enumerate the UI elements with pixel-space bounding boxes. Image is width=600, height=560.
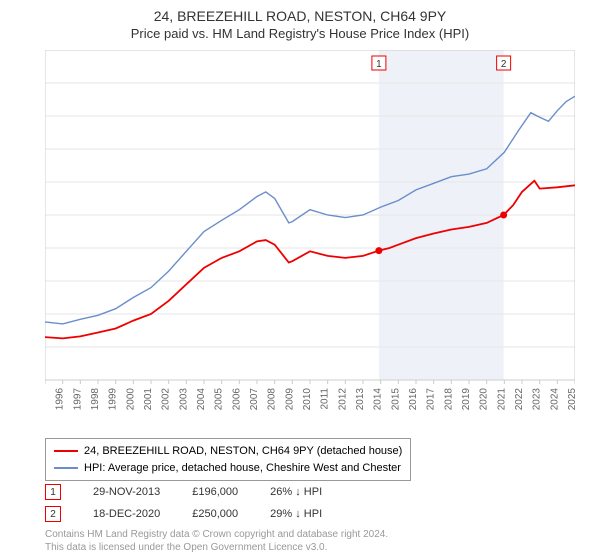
legend-label: HPI: Average price, detached house, Ches… xyxy=(84,460,401,477)
page-title: 24, BREEZEHILL ROAD, NESTON, CH64 9PY xyxy=(0,0,600,24)
svg-text:1997: 1997 xyxy=(72,388,83,411)
svg-text:2000: 2000 xyxy=(125,388,136,411)
sale-date: 18-DEC-2020 xyxy=(93,508,160,520)
svg-text:2004: 2004 xyxy=(196,388,207,411)
svg-text:2015: 2015 xyxy=(390,388,401,411)
svg-text:2020: 2020 xyxy=(479,388,490,411)
svg-text:2021: 2021 xyxy=(496,388,507,411)
svg-text:2014: 2014 xyxy=(373,388,384,411)
credits: Contains HM Land Registry data © Crown c… xyxy=(45,528,388,554)
svg-text:1999: 1999 xyxy=(108,388,119,411)
svg-text:2013: 2013 xyxy=(355,388,366,411)
page-subtitle: Price paid vs. HM Land Registry's House … xyxy=(0,24,600,41)
svg-text:2: 2 xyxy=(501,59,507,70)
sale-row: 1 29-NOV-2013 £196,000 26% ↓ HPI xyxy=(45,484,322,500)
legend-swatch xyxy=(54,467,78,469)
svg-text:1: 1 xyxy=(376,59,382,70)
legend-swatch xyxy=(54,450,78,452)
svg-text:2002: 2002 xyxy=(161,388,172,411)
svg-text:2022: 2022 xyxy=(514,388,525,411)
svg-text:2007: 2007 xyxy=(249,388,260,411)
svg-text:2025: 2025 xyxy=(567,388,575,411)
sale-price: £196,000 xyxy=(192,486,238,498)
svg-text:2012: 2012 xyxy=(337,388,348,411)
sale-marker-icon: 2 xyxy=(45,506,61,522)
svg-text:2023: 2023 xyxy=(532,388,543,411)
svg-text:2010: 2010 xyxy=(302,388,313,411)
svg-text:2017: 2017 xyxy=(426,388,437,411)
svg-text:2003: 2003 xyxy=(178,388,189,411)
sale-diff: 26% ↓ HPI xyxy=(270,486,322,498)
sale-row: 2 18-DEC-2020 £250,000 29% ↓ HPI xyxy=(45,506,322,522)
svg-text:2009: 2009 xyxy=(284,388,295,411)
credits-line: This data is licensed under the Open Gov… xyxy=(45,541,388,554)
sale-price: £250,000 xyxy=(192,508,238,520)
svg-text:2011: 2011 xyxy=(320,388,331,410)
svg-text:2001: 2001 xyxy=(143,388,154,411)
svg-text:2019: 2019 xyxy=(461,388,472,411)
svg-text:2024: 2024 xyxy=(549,388,560,411)
svg-text:2006: 2006 xyxy=(231,388,242,411)
sale-date: 29-NOV-2013 xyxy=(93,486,160,498)
sale-diff: 29% ↓ HPI xyxy=(270,508,322,520)
svg-text:2005: 2005 xyxy=(214,388,225,411)
svg-text:2018: 2018 xyxy=(443,388,454,411)
legend-label: 24, BREEZEHILL ROAD, NESTON, CH64 9PY (d… xyxy=(84,443,402,460)
credits-line: Contains HM Land Registry data © Crown c… xyxy=(45,528,388,541)
svg-text:2008: 2008 xyxy=(267,388,278,411)
chart-legend: 24, BREEZEHILL ROAD, NESTON, CH64 9PY (d… xyxy=(45,438,411,481)
svg-text:2016: 2016 xyxy=(408,388,419,411)
legend-item: 24, BREEZEHILL ROAD, NESTON, CH64 9PY (d… xyxy=(54,443,402,460)
svg-text:1998: 1998 xyxy=(90,388,101,411)
svg-text:1995: 1995 xyxy=(45,388,48,411)
price-chart: £0£50K£100K£150K£200K£250K£300K£350K£400… xyxy=(45,50,575,400)
svg-text:1996: 1996 xyxy=(55,388,66,411)
sale-marker-icon: 1 xyxy=(45,484,61,500)
legend-item: HPI: Average price, detached house, Ches… xyxy=(54,460,402,477)
